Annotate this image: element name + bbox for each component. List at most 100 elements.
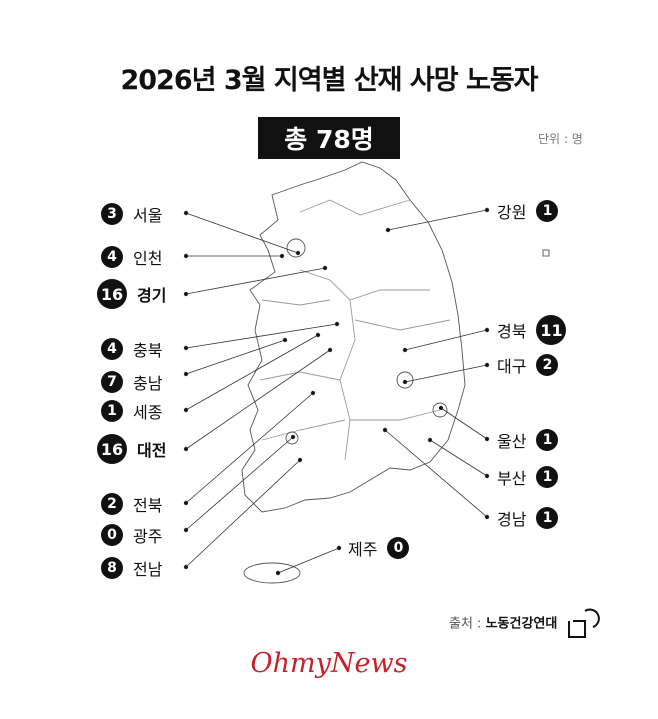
label-chungbuk: 4 충북: [101, 337, 162, 361]
count-badge: 7: [101, 371, 123, 393]
leader-line: [185, 339, 286, 375]
leader-dot: [183, 291, 189, 297]
label-jeju: 제주 0: [348, 536, 410, 560]
count-badge: 11: [536, 315, 567, 345]
unit-label: 단위 : 명: [538, 132, 583, 146]
leader-line: [387, 209, 488, 231]
region-name: 세종: [133, 403, 163, 422]
region-name: 전남: [133, 560, 163, 579]
leader-dot: [282, 337, 288, 343]
source-credit: 출처 : 노동건강연대: [449, 607, 605, 641]
label-gangwon: 강원 1: [497, 199, 559, 223]
region-name: 강원: [497, 203, 527, 222]
label-gyeonggi: 16 경기: [97, 279, 166, 309]
leader-line: [185, 212, 299, 254]
leader-line: [440, 407, 488, 440]
leader-dot: [402, 379, 408, 385]
leader-dot: [183, 564, 189, 570]
leader-dot: [402, 347, 408, 353]
leader-line: [384, 429, 488, 518]
count-badge: 1: [536, 507, 559, 529]
label-busan: 부산 1: [497, 465, 559, 489]
region-name: 전북: [133, 496, 163, 515]
label-incheon: 4 인천: [101, 245, 162, 269]
leader-dot: [290, 434, 296, 440]
leader-dot: [322, 265, 328, 271]
leader-dot: [183, 407, 189, 413]
leader-line: [277, 547, 340, 574]
label-chungnam: 7 충남: [101, 370, 162, 394]
count-badge: 1: [536, 429, 559, 451]
count-badge: 4: [101, 338, 123, 360]
leader-dot: [336, 545, 342, 551]
count-badge: 1: [536, 200, 559, 222]
leader-line: [185, 323, 338, 349]
leader-dot: [484, 327, 490, 333]
label-seoul: 3 서울: [101, 202, 162, 226]
source-org: 노동건강연대: [485, 616, 558, 632]
region-name: 충북: [133, 341, 163, 360]
count-badge: 1: [536, 466, 559, 488]
region-name: 경남: [497, 510, 527, 529]
count-badge: 3: [101, 203, 123, 225]
leader-dot: [334, 321, 340, 327]
page-title: 2026년 3월 지역별 산재 사망 노동자: [120, 65, 538, 96]
count-badge: 16: [97, 279, 127, 309]
count-badge: 2: [101, 493, 123, 515]
label-daejeon: 16 대전: [97, 434, 166, 464]
label-gyeongnam: 경남 1: [497, 506, 559, 530]
leader-dot: [310, 390, 316, 396]
region-name: 충남: [133, 374, 163, 393]
leader-line: [429, 439, 488, 477]
region-name: 경북: [497, 322, 527, 341]
region-name: 대구: [497, 357, 527, 376]
leader-dot: [183, 527, 189, 533]
leader-dot: [183, 446, 189, 452]
region-borders: [259, 199, 451, 461]
total-badge: 총 78명: [258, 117, 400, 159]
leader-dot: [382, 427, 388, 433]
region-name: 광주: [133, 527, 163, 546]
leader-dot: [183, 500, 189, 506]
leader-dot: [297, 457, 303, 463]
label-ulsan: 울산 1: [497, 428, 559, 452]
region-name: 인천: [133, 249, 163, 268]
org-logo-icon: [568, 608, 601, 638]
region-name: 대전: [137, 441, 167, 460]
region-name: 울산: [497, 432, 527, 451]
leader-dot: [427, 437, 433, 443]
leader-dot: [183, 253, 189, 259]
leader-dot: [295, 250, 301, 256]
label-sejong: 1 세종: [101, 399, 162, 423]
label-jeonbuk: 2 전북: [101, 492, 162, 516]
leader-dot: [327, 347, 333, 353]
ohmynews-logo: OhmyNews: [250, 648, 408, 679]
jeju-outline: [243, 562, 301, 584]
leader-dot: [275, 570, 281, 576]
leader-dot: [315, 332, 321, 338]
count-badge: 16: [97, 434, 127, 464]
leader-line: [185, 436, 294, 531]
count-badge: 0: [101, 524, 123, 546]
region-name: 경기: [137, 286, 167, 305]
leader-dot: [438, 405, 444, 411]
leader-dot: [484, 362, 490, 368]
leader-dot: [484, 473, 490, 479]
count-badge: 1: [101, 400, 123, 422]
label-daegu: 대구 2: [497, 353, 559, 377]
label-jeonnam: 8 전남: [101, 556, 162, 580]
leader-dot: [385, 227, 391, 233]
leader-dot: [484, 207, 490, 213]
leader-dot: [183, 371, 189, 377]
label-gyeongbuk: 경북 11: [497, 315, 567, 345]
leader-line: [185, 334, 319, 411]
leader-line: [404, 364, 488, 383]
count-badge: 8: [101, 557, 123, 579]
leader-line: [185, 459, 301, 568]
count-badge: 2: [536, 354, 559, 376]
region-name: 서울: [133, 206, 163, 225]
leader-line: [185, 392, 314, 504]
count-badge: 0: [387, 537, 410, 559]
source-label: 출처 :: [449, 616, 482, 632]
mainland-outline: [241, 161, 466, 513]
